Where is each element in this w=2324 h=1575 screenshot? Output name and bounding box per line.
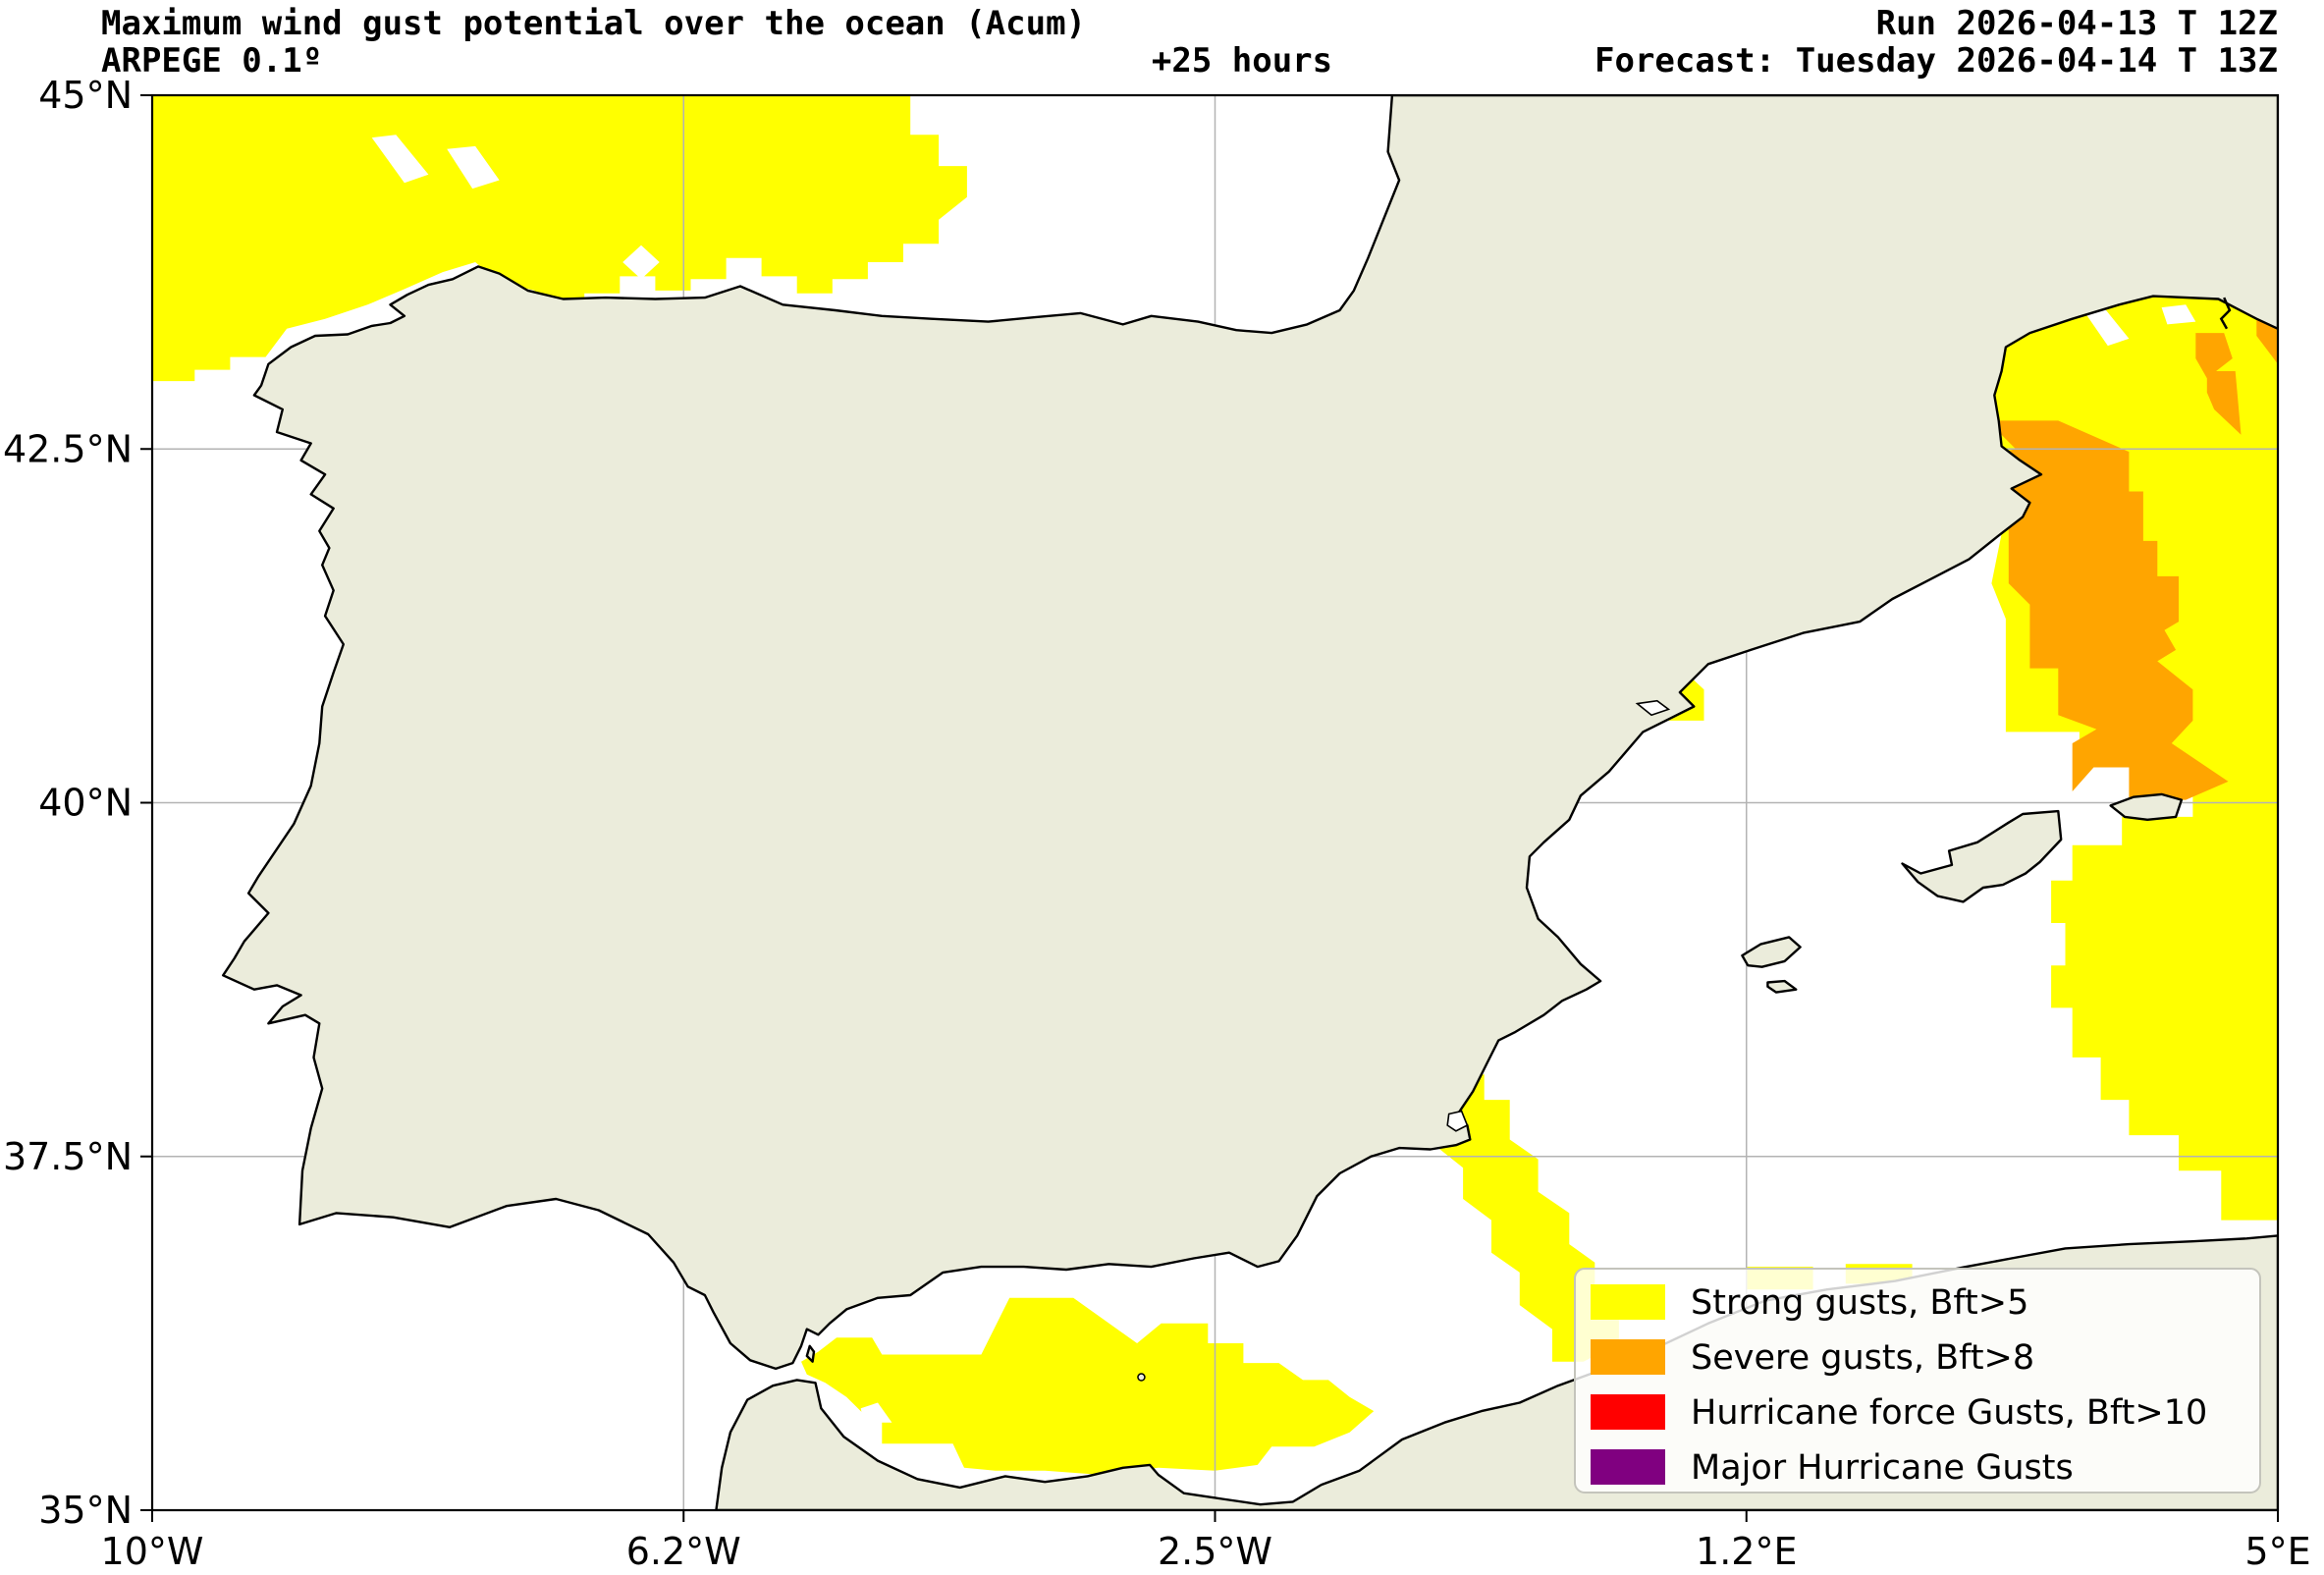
legend-swatch-2 [1591,1394,1665,1430]
model-label: ARPEGE 0.1º [101,41,323,81]
legend-swatch-3 [1591,1449,1665,1485]
lagoon-1 [1446,1110,1469,1132]
island-4 [805,1344,816,1363]
figure-title: Maximum wind gust potential over the oce… [101,4,1087,43]
legend-swatch-0 [1591,1284,1665,1320]
alboran-island [1137,1373,1146,1382]
run-label: Run 2026-04-13 T 12Z [1875,4,2278,43]
y-tick-label: 45°N [38,74,133,117]
x-tick-label: 2.5°W [1158,1530,1272,1573]
legend-swatch-1 [1591,1339,1665,1375]
y-tick-label: 40°N [38,782,133,825]
strong-gust-area-3 [1413,1074,1619,1362]
forecast-label: Forecast: Tuesday 2026-04-14 T 13Z [1594,41,2278,81]
island-1 [2109,792,2184,821]
island-0 [1901,809,2063,903]
severe-gust-area-1 [2195,333,2233,379]
island-3 [1766,979,1798,994]
below-threshold-notch-1 [447,145,500,190]
island-2 [1741,936,1802,968]
below-threshold-notch-2 [622,244,660,280]
river-rhone [2219,297,2232,330]
x-tick-label: 6.2°W [626,1530,741,1573]
y-tick-label: 35°N [38,1489,133,1532]
legend-label-3: Major Hurricane Gusts [1691,1448,2074,1488]
lagoon-0 [1635,699,1671,717]
x-tick-label: 10°W [101,1530,204,1573]
wind-gust-areas [152,95,2278,1475]
axis-ticks: 10°W 6.2°W 2.5°W 1.2°E 5°E 35°N 37.5°N 40°N 42.5… [3,74,2311,1573]
coastline-iberia-france [221,95,2278,1371]
strong-gust-area-0 [152,95,967,382]
severe-gust-area-2 [2206,371,2242,435]
x-tick-label: 1.2°E [1696,1530,1797,1573]
strong-gust-area-2 [801,1297,1375,1475]
below-threshold-notch-4 [2161,304,2196,325]
severe-gust-area-0 [1987,420,2229,800]
legend-label-1: Severe gusts, Bft>8 [1691,1338,2034,1378]
legend-label-0: Strong gusts, Bft>5 [1691,1283,2028,1323]
lead-time-label: +25 hours [1151,41,1333,81]
below-threshold-notch-0 [371,135,429,184]
legend-box [1574,1268,2261,1494]
below-threshold-notch-5 [860,1402,892,1423]
y-tick-label: 42.5°N [3,427,133,470]
small-geo-features [1137,297,2232,1382]
legend-label-2: Hurricane force Gusts, Bft>10 [1691,1393,2207,1433]
legend: Strong gusts, Bft>5 Severe gusts, Bft>8 Hu… [1574,1268,2261,1494]
x-tick-label: 5°E [2244,1530,2310,1573]
y-tick-label: 37.5°N [3,1135,133,1178]
